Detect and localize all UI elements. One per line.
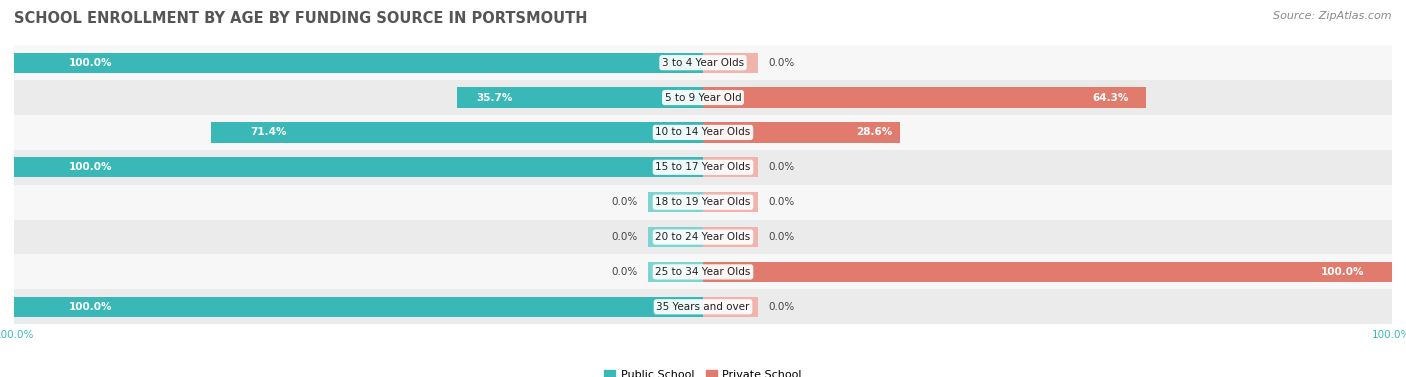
Text: 100.0%: 100.0% — [69, 162, 112, 172]
Bar — [14, 185, 1392, 219]
Text: 64.3%: 64.3% — [1092, 92, 1128, 103]
Bar — [648, 227, 703, 247]
Bar — [703, 52, 758, 73]
Bar — [703, 157, 758, 178]
Text: 0.0%: 0.0% — [612, 267, 637, 277]
Bar — [703, 227, 758, 247]
Bar — [14, 150, 1392, 185]
Text: 28.6%: 28.6% — [856, 127, 893, 138]
Bar — [703, 122, 900, 143]
Text: 25 to 34 Year Olds: 25 to 34 Year Olds — [655, 267, 751, 277]
Text: 35.7%: 35.7% — [477, 92, 513, 103]
Text: 35 Years and over: 35 Years and over — [657, 302, 749, 312]
Bar — [14, 297, 703, 317]
Text: 0.0%: 0.0% — [769, 197, 794, 207]
Bar — [14, 254, 1392, 290]
Text: 0.0%: 0.0% — [769, 162, 794, 172]
Text: 20 to 24 Year Olds: 20 to 24 Year Olds — [655, 232, 751, 242]
Text: 15 to 17 Year Olds: 15 to 17 Year Olds — [655, 162, 751, 172]
Text: 0.0%: 0.0% — [769, 58, 794, 68]
Bar — [211, 122, 703, 143]
Bar — [14, 52, 703, 73]
Text: Source: ZipAtlas.com: Source: ZipAtlas.com — [1274, 11, 1392, 21]
Bar — [457, 87, 703, 108]
Legend: Public School, Private School: Public School, Private School — [605, 369, 801, 377]
Bar — [703, 87, 1146, 108]
Bar — [14, 115, 1392, 150]
Text: 71.4%: 71.4% — [250, 127, 287, 138]
Bar — [14, 45, 1392, 80]
Bar — [648, 262, 703, 282]
Text: 100.0%: 100.0% — [1320, 267, 1364, 277]
Text: 0.0%: 0.0% — [769, 302, 794, 312]
Bar — [703, 192, 758, 212]
Text: 0.0%: 0.0% — [612, 232, 637, 242]
Text: 5 to 9 Year Old: 5 to 9 Year Old — [665, 92, 741, 103]
Bar — [14, 219, 1392, 254]
Text: 18 to 19 Year Olds: 18 to 19 Year Olds — [655, 197, 751, 207]
Bar — [703, 262, 1392, 282]
Text: 10 to 14 Year Olds: 10 to 14 Year Olds — [655, 127, 751, 138]
Text: 100.0%: 100.0% — [69, 58, 112, 68]
Bar — [703, 297, 758, 317]
Text: 100.0%: 100.0% — [69, 302, 112, 312]
Bar — [648, 192, 703, 212]
Bar — [14, 290, 1392, 324]
Bar — [14, 80, 1392, 115]
Text: SCHOOL ENROLLMENT BY AGE BY FUNDING SOURCE IN PORTSMOUTH: SCHOOL ENROLLMENT BY AGE BY FUNDING SOUR… — [14, 11, 588, 26]
Text: 3 to 4 Year Olds: 3 to 4 Year Olds — [662, 58, 744, 68]
Bar — [14, 157, 703, 178]
Text: 0.0%: 0.0% — [612, 197, 637, 207]
Text: 0.0%: 0.0% — [769, 232, 794, 242]
